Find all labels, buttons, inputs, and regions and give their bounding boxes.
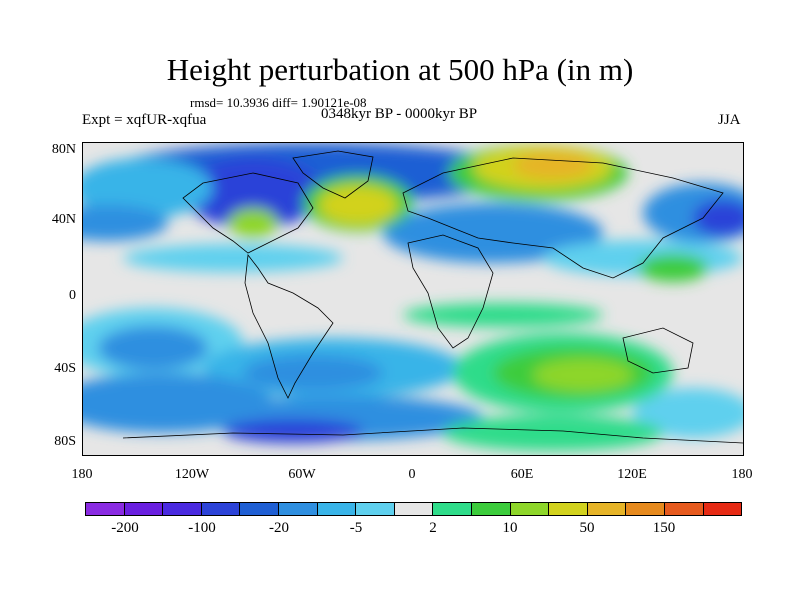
lat-tick-80n: 80N [51,142,76,157]
period-label: 0348kyr BP - 0000kyr BP [321,106,478,122]
colorbar-bin [278,503,318,515]
colorbar-bin [201,503,241,515]
map-canvas [83,143,743,455]
colorbar-label: 2 [429,520,437,536]
plot-title: Height perturbation at 500 hPa (in m) [166,52,634,87]
colorbar-bin [356,503,395,515]
colorbar-label: 150 [652,520,676,536]
colorbar-bin [163,503,202,515]
colorbar-bin [394,503,434,515]
colorbar-bin [317,503,357,515]
lon-tick-60e: 60E [510,467,534,482]
lon-tick-180e: 180 [731,467,753,482]
lat-tick-0: 0 [69,288,76,303]
colorbar-bin [626,503,665,515]
lon-tick-120e: 120E [617,467,647,482]
colorbar-label: 50 [579,520,595,536]
coastlines [122,150,743,444]
colorbar-bin [471,503,511,515]
colorbar [85,502,742,516]
field-shading [83,143,743,451]
colorbar-bin [510,503,550,515]
lon-tick-120w: 120W [174,467,210,482]
colorbar-label: 10 [502,520,518,536]
colorbar-label: -5 [349,520,363,536]
colorbar-bin [86,503,125,515]
lat-tick-40s: 40S [54,361,76,376]
stats-label: rmsd= 10.3936 diff= 1.90121e-08 [190,95,367,110]
lon-tick-180w: 180 [71,467,93,482]
colorbar-bin [664,503,704,515]
map-panel [82,142,744,456]
colorbar-label: -100 [188,520,216,536]
colorbar-label: -200 [111,520,139,536]
experiment-label: Expt = xqfUR-xqfua [82,112,207,128]
colorbar-bin [703,503,742,515]
lon-tick-60w: 60W [288,467,316,482]
colorbar-label: -20 [269,520,289,536]
lon-tick-0: 0 [408,467,416,482]
lat-tick-40n: 40N [51,212,76,227]
colorbar-bin [549,503,588,515]
season-label: JJA [718,112,741,128]
colorbar-bin [124,503,164,515]
colorbar-bin [587,503,627,515]
colorbar-bin [433,503,472,515]
lat-tick-80s: 80S [54,434,76,449]
colorbar-bin [240,503,279,515]
